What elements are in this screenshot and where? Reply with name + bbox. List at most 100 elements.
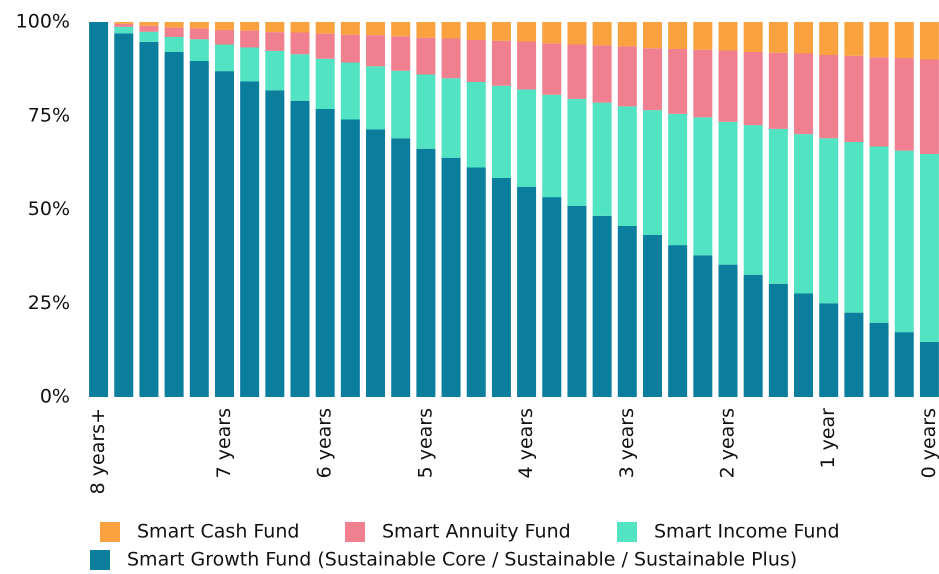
bar-segment xyxy=(290,22,310,33)
bar-segment xyxy=(466,40,486,82)
bar-segment xyxy=(240,30,260,48)
bar-segment xyxy=(265,32,285,51)
bar-segment xyxy=(869,322,889,397)
bar-segment xyxy=(894,150,914,333)
bar-segment xyxy=(617,226,637,397)
x-tick-label: 3 years xyxy=(616,408,638,478)
bar-segment xyxy=(894,22,914,58)
bar-segment xyxy=(567,22,587,45)
bar-segment xyxy=(189,61,209,397)
bar-segment xyxy=(366,22,386,36)
x-tick-label: 6 years xyxy=(314,408,336,478)
bar-segment xyxy=(265,50,285,91)
bar-segment xyxy=(592,102,612,216)
bar-segment xyxy=(794,53,814,135)
bar-segment xyxy=(642,235,662,397)
bar-segment xyxy=(819,303,839,397)
bar-segment xyxy=(366,129,386,397)
bar-segment xyxy=(441,38,461,79)
bar-segment xyxy=(693,22,713,50)
bar-segment xyxy=(542,43,562,95)
bar-segment xyxy=(718,121,738,265)
y-tick-label: 50% xyxy=(28,198,70,220)
bar-segment xyxy=(693,117,713,256)
bar-segment xyxy=(693,255,713,397)
bar-segment xyxy=(240,22,260,31)
bar-segment xyxy=(743,22,763,52)
bar-segment xyxy=(214,71,234,397)
bar-segment xyxy=(768,22,788,53)
bar-segment xyxy=(189,28,209,40)
bar-segment xyxy=(214,44,234,72)
bar-segment xyxy=(517,22,537,42)
bar-segment xyxy=(642,48,662,111)
x-tick-label: 1 year xyxy=(817,408,839,469)
bar-segment xyxy=(718,264,738,397)
bar-segment xyxy=(189,22,209,29)
bar-segment xyxy=(894,58,914,151)
bar-segment xyxy=(668,49,688,114)
bar-segment xyxy=(290,100,310,397)
bar-segment xyxy=(139,25,159,32)
bar-segment xyxy=(617,46,637,107)
bar-segment xyxy=(441,157,461,397)
bar-segment xyxy=(542,22,562,44)
bar-segment xyxy=(340,22,360,35)
bar-segment xyxy=(819,22,839,55)
bar-segment xyxy=(794,22,814,54)
bar-segment xyxy=(794,134,814,294)
bar-segment xyxy=(919,59,939,154)
bar-segment xyxy=(240,81,260,397)
bar-segment xyxy=(89,22,109,397)
bar-segment xyxy=(919,22,939,60)
bar-segment xyxy=(768,128,788,284)
bar-segment xyxy=(491,22,511,41)
legend-label: Smart Income Fund xyxy=(654,521,840,543)
bar-segment xyxy=(441,78,461,158)
bar-segment xyxy=(517,41,537,90)
bar-segment xyxy=(114,22,134,24)
bar-segment xyxy=(114,26,134,34)
bar-segment xyxy=(315,109,335,397)
bar-segment xyxy=(617,106,637,226)
bar-segment xyxy=(290,54,310,101)
bar-segment xyxy=(391,138,411,397)
bar-segment xyxy=(340,34,360,63)
bar-segment xyxy=(265,22,285,33)
bar-segment xyxy=(768,52,788,129)
bar-segment xyxy=(340,119,360,397)
bar-segment xyxy=(718,50,738,122)
bar-segment xyxy=(491,40,511,86)
bar-segment xyxy=(567,98,587,206)
bar-segment xyxy=(240,47,260,82)
bar-segment xyxy=(542,94,562,198)
x-tick-label: 5 years xyxy=(414,408,436,478)
bar-segment xyxy=(315,33,335,59)
bar-segment xyxy=(517,187,537,397)
bar-segment xyxy=(466,167,486,397)
bar-segment xyxy=(668,113,688,246)
bar-segment xyxy=(491,178,511,397)
bar-segment xyxy=(391,36,411,71)
bar-segment xyxy=(466,82,486,168)
legend-label: Smart Cash Fund xyxy=(137,521,299,543)
bar-segment xyxy=(366,35,386,67)
bar-segment xyxy=(819,55,839,139)
bar-segment xyxy=(164,52,184,397)
bar-segment xyxy=(139,31,159,42)
bar-segment xyxy=(315,22,335,34)
bar-segment xyxy=(441,22,461,39)
bar-segment xyxy=(668,22,688,49)
bar-segment xyxy=(189,39,209,61)
bar-segment xyxy=(139,22,159,26)
bar-segment xyxy=(743,52,763,126)
bar-segment xyxy=(315,58,335,109)
bar-segment xyxy=(114,23,134,27)
bar-segment xyxy=(869,22,889,58)
x-tick-label: 7 years xyxy=(213,408,235,478)
bar-segment xyxy=(919,341,939,397)
bar-segment xyxy=(819,138,839,304)
bar-segment xyxy=(567,205,587,397)
bar-segment xyxy=(391,70,411,139)
